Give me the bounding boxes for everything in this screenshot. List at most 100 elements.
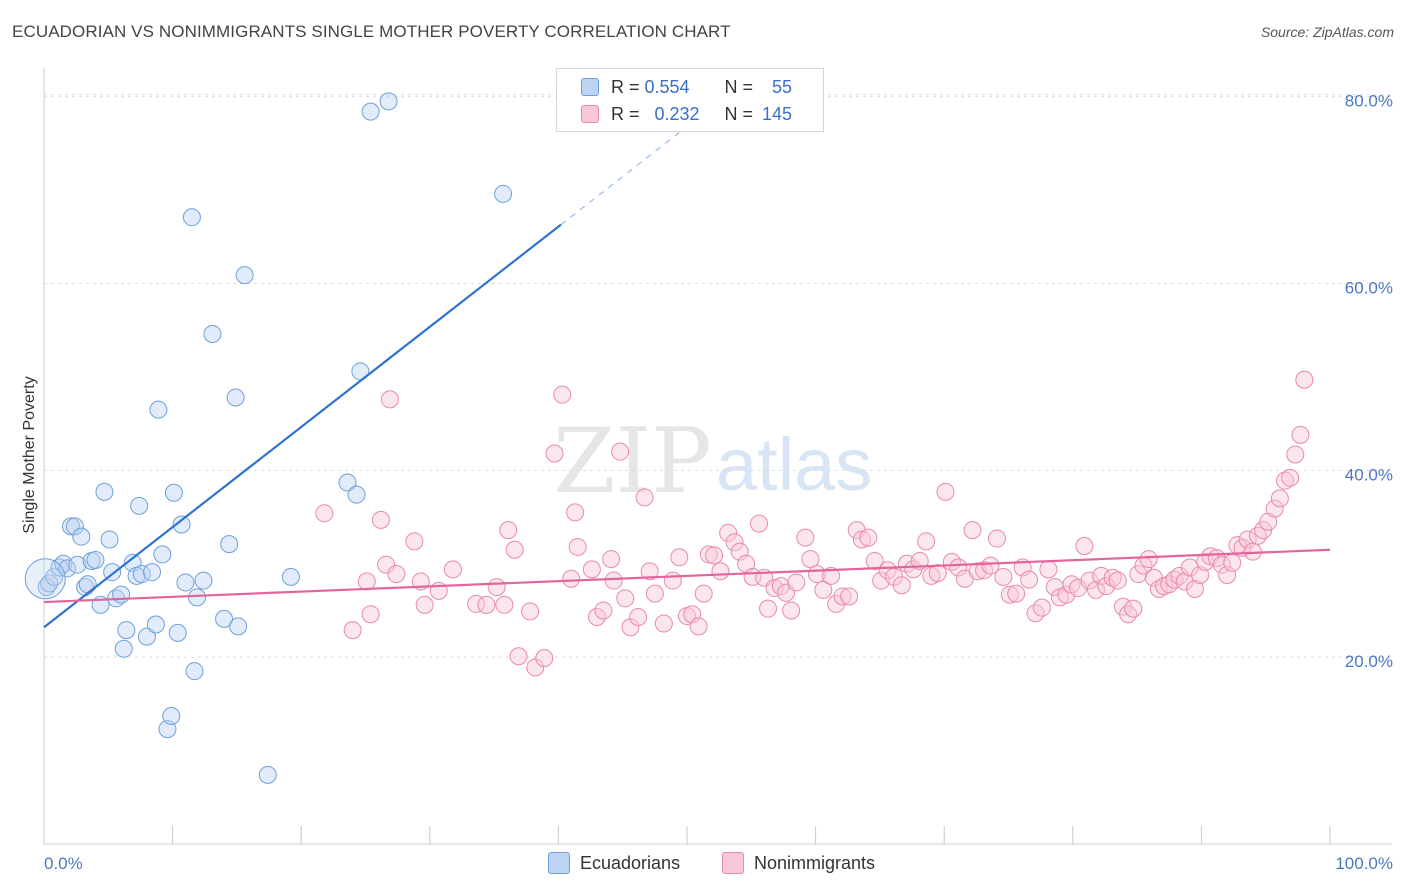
nonimmigrant-point [737, 554, 756, 573]
ecuadorian-point [86, 551, 105, 570]
legend-item-nonimmigrants[interactable]: Nonimmigrants [722, 852, 875, 874]
ecuadorian-point [185, 662, 204, 681]
nonimmigrant-point [865, 551, 884, 570]
nonimmigrant-point [1103, 568, 1122, 587]
nonimmigrant-point [987, 529, 1006, 548]
ecuadorian-point [130, 496, 149, 515]
legend-item-ecuadorians[interactable]: Ecuadorians [548, 852, 680, 874]
nonimmigrant-point [759, 599, 778, 618]
nonimmigrant-point [782, 601, 801, 620]
ecuadorian-point [215, 609, 234, 628]
nonimmigrant-point [801, 550, 820, 569]
nonimmigrant-point [852, 530, 871, 549]
ecuadorian-point [281, 567, 300, 586]
nonimmigrant-point [645, 584, 664, 603]
nonimmigrant-point [1032, 598, 1051, 617]
nonimmigrant-point [878, 561, 897, 580]
nonimmigrant-point [1007, 584, 1026, 603]
nonimmigrant-point [1254, 521, 1273, 540]
nonimmigrant-point [787, 573, 806, 592]
nonimmigrant-point [495, 595, 514, 614]
nonimmigrant-point [587, 608, 606, 627]
legend-r-value: 0.554 [644, 76, 690, 97]
x-tick-label: 0.0% [44, 854, 83, 873]
nonimmigrant-point [1275, 471, 1294, 490]
ecuadorian-point [203, 324, 222, 343]
ecuadorian-point [494, 184, 513, 203]
nonimmigrant-point [814, 580, 833, 599]
ecuadorian-point [235, 266, 254, 285]
stats-legend: R = 0.554 N = 55 R = 0.232 N = 145 [556, 68, 824, 132]
nonimmigrant-point [477, 595, 496, 614]
nonimmigrant-point [917, 532, 936, 551]
ecuadorian-point [146, 615, 165, 634]
nonimmigrant-point [994, 567, 1013, 586]
nonimmigrant-point [1281, 468, 1300, 487]
nonimmigrant-point [1086, 580, 1105, 599]
nonimmigrant-point [719, 523, 738, 542]
nonimmigrant-point [635, 488, 654, 507]
nonimmigrant-point [694, 584, 713, 603]
nonimmigrant-point [981, 556, 1000, 575]
nonimmigrant-point [415, 595, 434, 614]
nonimmigrant-point [1057, 585, 1076, 604]
nonimmigrant-point [654, 614, 673, 633]
nonimmigrant-point [670, 548, 689, 567]
series-legend: Ecuadorians Nonimmigrants [0, 852, 1406, 878]
ecuadorian-point [164, 483, 183, 502]
nonimmigrant-point [509, 647, 528, 666]
nonimmigrant-point [499, 521, 518, 540]
watermark: ZIP atlas [553, 409, 872, 514]
nonimmigrant-point [621, 618, 640, 637]
nonimmigrant-point [405, 532, 424, 551]
ecuadorians-trend-line [43, 223, 562, 629]
ecuadorian-point [149, 400, 168, 419]
y-tick-label: 20.0% [1345, 652, 1393, 671]
nonimmigrant-point [699, 545, 718, 564]
nonimmigrants-points [315, 370, 1314, 677]
ecuadorian-point [258, 765, 277, 784]
nonimmigrant-point [343, 621, 362, 640]
nonimmigrant-point [1092, 566, 1111, 585]
nonimmigrant-point [545, 444, 564, 463]
nonimmigrant-point [1108, 571, 1127, 590]
legend-r-label: R = [611, 103, 645, 124]
ecuadorian-point [137, 627, 156, 646]
ecuadorian-point [162, 707, 181, 726]
nonimmigrant-point [1075, 537, 1094, 556]
nonimmigrant-point [380, 390, 399, 409]
nonimmigrant-point [1218, 565, 1237, 584]
nonimmigrant-point [1039, 560, 1058, 579]
nonimmigrant-point [315, 504, 334, 523]
nonimmigrant-point [1129, 565, 1148, 584]
ecuadorian-point [347, 485, 366, 504]
ecuadorian-point [117, 621, 136, 640]
legend-r-value: 0.232 [654, 103, 700, 124]
ecuadorian-point-large [24, 558, 66, 600]
nonimmigrant-point [566, 503, 585, 522]
nonimmigrant-point [1286, 445, 1305, 464]
ecuadorian-point [68, 555, 87, 574]
nonimmigrant-point [1295, 370, 1314, 389]
watermark-atlas: atlas [716, 423, 872, 506]
nonimmigrant-point [975, 561, 994, 580]
nonimmigrant-point [371, 510, 390, 529]
nonimmigrant-point [553, 385, 572, 404]
ecuadorian-point [338, 473, 357, 492]
nonimmigrant-point [1185, 579, 1204, 598]
nonimmigrant-point [949, 558, 968, 577]
nonimmigrant-point [357, 572, 376, 591]
tick-labels: 20.0% 40.0% 60.0% 80.0% 0.0% 100.0% [44, 92, 1393, 873]
nonimmigrant-point [1259, 512, 1278, 531]
y-axis-label: Single Mother Poverty [21, 376, 38, 533]
nonimmigrant-point [1291, 425, 1310, 444]
nonimmigrant-point [1265, 499, 1284, 518]
ecuadorian-point [65, 517, 84, 536]
ecuadorian-point [100, 530, 119, 549]
nonimmigrant-point [1149, 579, 1168, 598]
trend-lines [43, 126, 1331, 629]
ecuadorian-point [172, 515, 191, 534]
legend-swatch-blue [548, 852, 570, 874]
ecuadorian-point [176, 573, 195, 592]
legend-row-nonimmigrants: R = 0.232 N = 145 [581, 101, 792, 127]
